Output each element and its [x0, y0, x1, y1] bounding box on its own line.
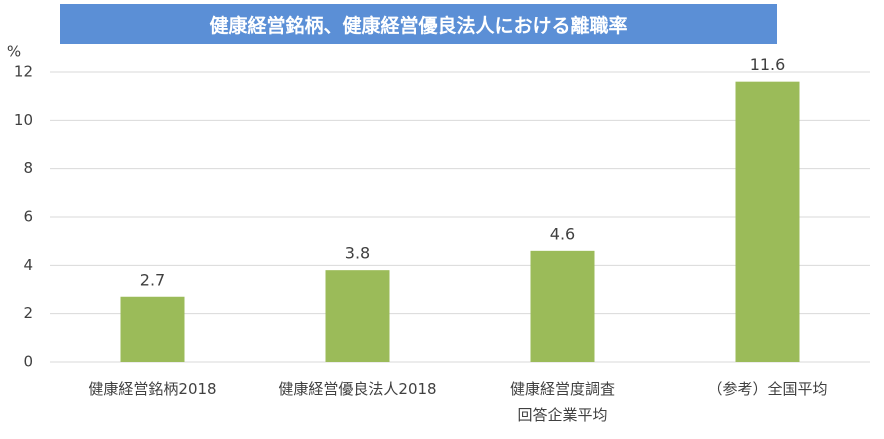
x-tick-label: （参考）全国平均 — [707, 380, 828, 398]
y-tick-label: 2 — [23, 304, 33, 322]
x-tick-label: 健康経営銘柄2018 — [88, 380, 217, 398]
y-tick-label: 10 — [14, 111, 33, 129]
y-tick-label: 12 — [14, 63, 33, 81]
x-tick-label: 健康経営優良法人2018 — [278, 380, 437, 398]
data-label: 4.6 — [550, 224, 575, 243]
y-tick-label: 4 — [23, 256, 33, 274]
y-tick-label: 8 — [23, 159, 33, 177]
data-label: 2.7 — [140, 270, 165, 289]
chart-title: 健康経営銘柄、健康経営優良法人における離職率 — [60, 4, 777, 44]
bar — [325, 270, 390, 362]
y-axis-unit: % — [7, 43, 21, 61]
data-label: 3.8 — [345, 244, 370, 263]
bar — [530, 250, 595, 362]
y-tick-label: 6 — [23, 208, 33, 226]
y-tick-label: 0 — [23, 353, 33, 371]
bar — [735, 81, 800, 363]
bar — [120, 296, 185, 362]
data-label: 11.6 — [750, 55, 786, 74]
x-tick-label: 健康経営度調査 回答企業平均 — [509, 380, 615, 424]
